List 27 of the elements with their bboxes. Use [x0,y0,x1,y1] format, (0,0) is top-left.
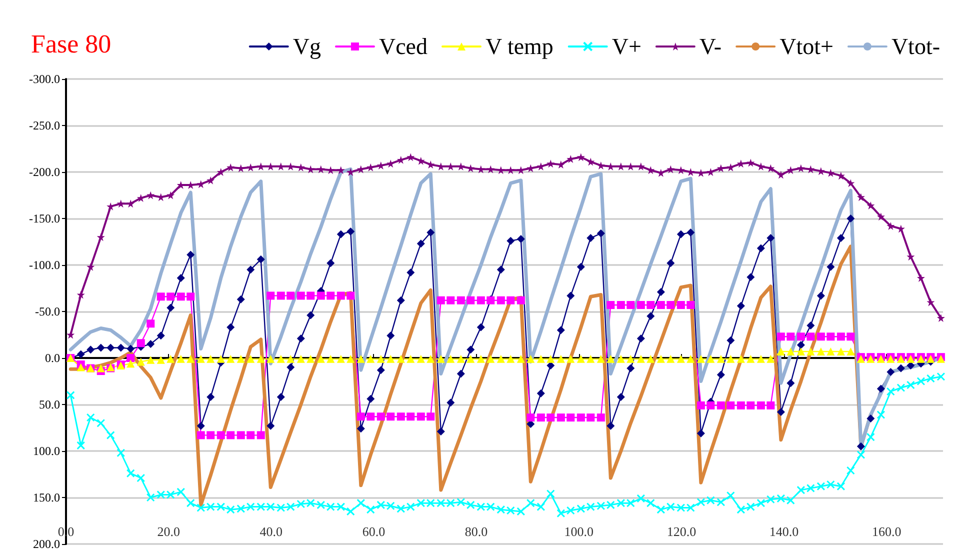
y-tick-label: -200.0 [29,165,60,179]
chart-title: Fase 80 [31,30,112,58]
x-tick-label: 40.0 [260,524,283,539]
x-tick-label: 20.0 [157,524,180,539]
y-tick-label: -300.0 [29,72,60,86]
y-tick-label: 200.0 [33,537,60,551]
legend-label: Vced [378,34,428,59]
y-tick-label: -150.0 [29,212,60,226]
y-tick-label: 0.0 [45,351,60,365]
legend-label: V temp [486,34,554,59]
y-tick-label: 100.0 [33,444,60,458]
x-tick-label: 60.0 [362,524,386,539]
x-tick-label: 140.0 [769,524,799,539]
legend-label: V- [699,34,722,59]
y-tick-label: -50.0 [35,304,60,318]
x-tick-label: 100.0 [564,524,594,539]
legend-label: Vg [292,34,322,59]
x-tick-label: 80.0 [464,524,488,539]
legend-label: Vtot- [891,34,940,59]
y-tick-label: -100.0 [29,258,60,272]
x-tick-label: 120.0 [666,524,696,539]
legend-label: Vtot+ [780,34,834,59]
y-tick-label: 50.0 [39,398,60,412]
legend-label: V+ [612,34,642,59]
y-tick-label: 150.0 [33,490,60,504]
x-tick-label: 160.0 [872,524,902,539]
y-tick-label: -250.0 [29,118,60,132]
